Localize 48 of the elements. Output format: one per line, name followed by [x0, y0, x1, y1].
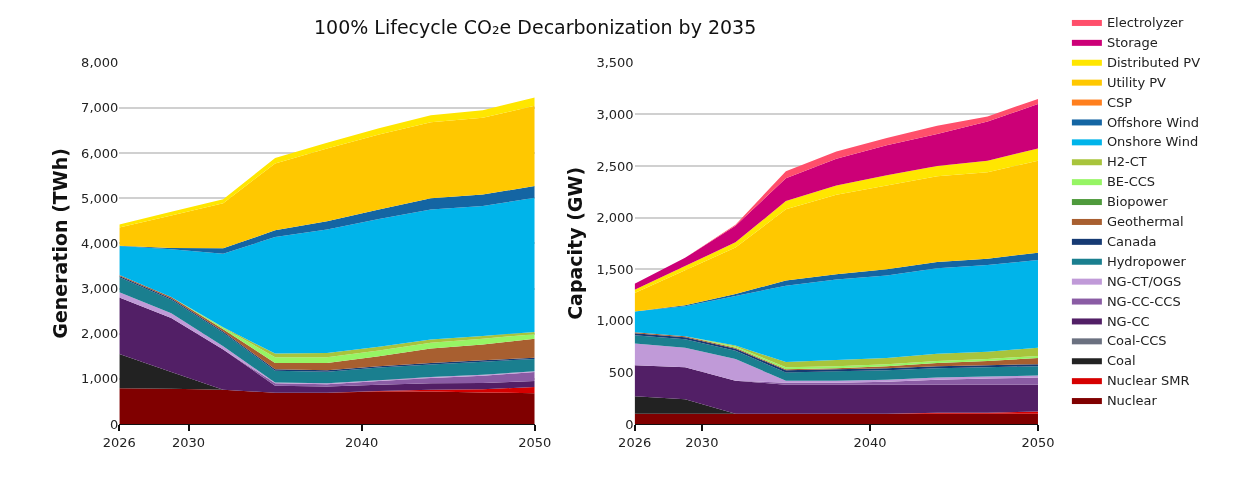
legend-label: NG-CC-CCS — [1106, 293, 1181, 309]
legend-label: NG-CT/OGS — [1106, 273, 1182, 289]
x-tick-label: 2030 — [172, 434, 206, 450]
legend-label: BE-CCS — [1106, 174, 1156, 190]
x-tick-label: 2026 — [102, 434, 136, 450]
y-tick-label: 0 — [110, 416, 119, 432]
legend-label: Nuclear SMR — [1106, 373, 1190, 389]
y-axis-title: Generation (TWh) — [48, 148, 71, 339]
y-tick-label: 2,000 — [596, 210, 634, 226]
x-tick-label: 2030 — [685, 434, 719, 450]
y-axis-title: Capacity (GW) — [564, 166, 587, 320]
y-tick-label: 5,000 — [81, 190, 119, 206]
legend-label: NG-CC — [1106, 313, 1150, 329]
legend-label: Storage — [1106, 34, 1158, 50]
y-tick-label: 2,000 — [81, 326, 119, 342]
legend-label: Canada — [1106, 233, 1157, 249]
y-tick-label: 3,500 — [596, 55, 634, 71]
y-tick-label: 8,000 — [81, 55, 119, 71]
legend-label: Hydropower — [1106, 253, 1187, 269]
x-tick-label: 2026 — [618, 434, 652, 450]
y-tick-label: 6,000 — [81, 145, 119, 161]
y-tick-label: 3,000 — [81, 281, 119, 297]
x-tick-label: 2050 — [1021, 434, 1055, 450]
x-tick-label: 2040 — [345, 434, 379, 450]
y-tick-label: 7,000 — [81, 100, 119, 116]
chart-title: 100% Lifecycle CO₂e Decarbonization by 2035 — [314, 16, 757, 38]
legend-label: CSP — [1106, 94, 1133, 110]
x-tick-label: 2050 — [518, 434, 552, 450]
legend-label: H2-CT — [1106, 154, 1147, 170]
x-tick-label: 2040 — [853, 434, 887, 450]
legend-label: Utility PV — [1106, 74, 1167, 90]
legend-label: Coal — [1106, 353, 1136, 369]
legend-label: Nuclear — [1106, 393, 1158, 409]
legend-label: Coal-CCS — [1106, 333, 1167, 349]
legend-label: Electrolyzer — [1106, 15, 1185, 31]
y-tick-label: 3,000 — [596, 106, 634, 122]
legend-label: Distributed PV — [1106, 54, 1201, 70]
y-tick-label: 2,500 — [596, 158, 634, 174]
legend-label: Biopower — [1106, 194, 1169, 210]
y-tick-label: 500 — [608, 364, 634, 380]
y-tick-label: 4,000 — [81, 235, 119, 251]
y-tick-label: 1,000 — [596, 313, 634, 329]
legend-label: Offshore Wind — [1106, 114, 1199, 130]
y-tick-label: 0 — [625, 416, 634, 432]
y-tick-label: 1,000 — [81, 371, 119, 387]
legend-label: Geothermal — [1106, 214, 1184, 230]
legend-label: Onshore Wind — [1106, 134, 1199, 150]
y-tick-label: 1,500 — [596, 261, 634, 277]
